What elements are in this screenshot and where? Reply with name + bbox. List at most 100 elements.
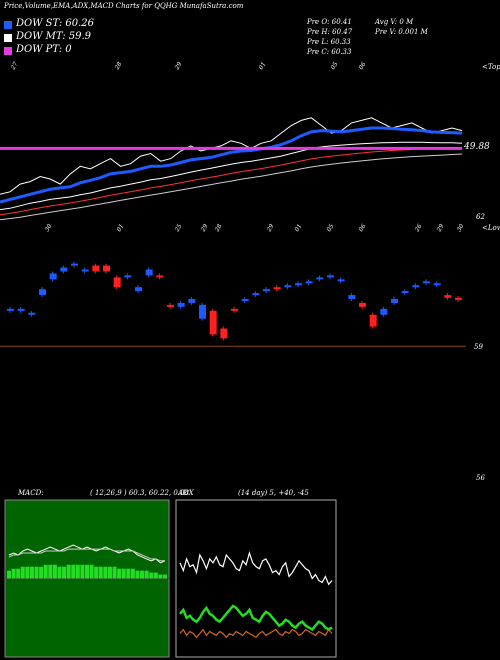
- top-date-label: 05: [330, 61, 340, 71]
- macd-histogram-bar: [80, 564, 85, 579]
- price-date-label: 29: [435, 223, 445, 234]
- candle-body: [391, 299, 398, 303]
- macd-histogram-bar: [98, 566, 103, 579]
- adx-params: (14 day) 5, +40, -45: [238, 489, 309, 497]
- candle-body: [423, 281, 430, 284]
- top-date-label: 29: [173, 61, 183, 72]
- adx-title: ADX: [178, 489, 194, 497]
- candle-chart: 30 01 25 29 28 29 01 05 06 26 29 30: [0, 223, 466, 347]
- candle-body: [433, 283, 441, 286]
- macd-histogram-bar: [11, 568, 16, 579]
- price-date-label: 26: [413, 223, 423, 234]
- price-date-label: 01: [116, 223, 126, 233]
- macd-histogram-bar: [52, 564, 57, 579]
- candle-body: [327, 275, 334, 278]
- price-level-label: 59: [474, 343, 483, 351]
- macd-histogram-bar: [130, 568, 135, 579]
- stat-pre-high: Pre H: 60.47: [307, 28, 353, 36]
- candle-body: [209, 310, 217, 335]
- candle-body: [252, 293, 260, 296]
- macd-histogram-bar: [103, 566, 108, 579]
- stat-pre-close: Pre C: 60.33: [307, 48, 352, 56]
- macd-histogram-bar: [158, 574, 163, 579]
- stat-pre-open: Pre O: 60.41: [307, 18, 352, 26]
- candle-body: [231, 308, 238, 311]
- candle-body: [295, 283, 302, 286]
- ema-chart: 27 28 29 01 05 06: [0, 61, 463, 221]
- candle-body: [241, 299, 249, 302]
- macd-histogram-bar: [163, 574, 167, 579]
- top-date-label: 27: [9, 61, 19, 72]
- candle-body: [401, 291, 409, 294]
- top-level-label-2: 62: [476, 213, 485, 221]
- macd-histogram-bar: [153, 572, 158, 579]
- price-date-label: 01: [294, 223, 304, 233]
- candle-body: [455, 297, 462, 300]
- candle-body: [81, 269, 89, 272]
- macd-histogram-bar: [85, 564, 89, 579]
- candle-body: [7, 308, 14, 311]
- macd-histogram-bar: [66, 564, 71, 579]
- candle-body: [113, 277, 121, 288]
- candle-body: [199, 304, 206, 319]
- top-series-price: [0, 117, 463, 195]
- macd-histogram-bar: [144, 570, 149, 579]
- legend-swatch-mt: [4, 34, 12, 42]
- stat-pre-volume: Pre V: 0.001 M: [375, 28, 428, 36]
- price-date-label: 30: [456, 223, 466, 233]
- candle-body: [167, 304, 174, 307]
- top-series-ema-mid: [0, 141, 463, 211]
- candle-body: [17, 308, 25, 311]
- macd-histogram-bar: [140, 570, 145, 579]
- legend-label-mt: DOW MT: 59.9: [16, 31, 92, 42]
- legend-label-st: DOW ST: 60.26: [16, 18, 95, 29]
- candle-body: [145, 269, 153, 276]
- macd-histogram-bar: [57, 566, 62, 579]
- stat-avg-volume: Avg V: 0 M: [375, 18, 414, 26]
- macd-histogram-bar: [62, 566, 67, 579]
- macd-histogram-bar: [94, 566, 99, 579]
- candle-body: [284, 285, 292, 288]
- top-date-label: 28: [113, 61, 123, 72]
- macd-histogram-bar: [121, 568, 126, 579]
- legend-swatch-pt: [4, 47, 12, 55]
- candle-body: [49, 273, 57, 280]
- candle-body: [188, 299, 196, 303]
- candle-body: [412, 285, 420, 288]
- candle-body: [177, 302, 185, 307]
- candle-body: [71, 263, 78, 266]
- candle-body: [369, 314, 377, 327]
- legend-swatch-st: [4, 21, 12, 29]
- candle-body: [135, 287, 142, 292]
- macd-histogram-bar: [43, 564, 48, 579]
- top-level-label: 49.88: [464, 142, 490, 152]
- macd-histogram-bar: [107, 566, 112, 579]
- candle-body: [380, 308, 388, 315]
- macd-title: MACD:: [18, 489, 44, 497]
- top-date-label: 06: [358, 61, 368, 71]
- candle-body: [156, 275, 164, 278]
- macd-histogram-bar: [39, 566, 44, 579]
- candle-body: [337, 279, 345, 282]
- top-series-ema-longest: [0, 153, 463, 221]
- candle-body: [305, 281, 313, 284]
- candle-body: [39, 289, 46, 296]
- macd-histogram-bar: [149, 572, 154, 579]
- macd-series-signal: [8, 548, 165, 562]
- price-date-label: 05: [326, 223, 336, 233]
- macd-histogram-bar: [75, 564, 80, 579]
- candle-body: [92, 265, 100, 272]
- legend-label-pt: DOW PT: 0: [16, 44, 72, 55]
- price-date-label: 29: [265, 223, 275, 234]
- macd-histogram-bar: [16, 568, 21, 579]
- macd-histogram-bar: [25, 566, 30, 579]
- price-date-label: 29: [199, 223, 209, 234]
- price-panel-tag: <Lowes: [482, 224, 500, 232]
- page-title: Price,Volume,EMA,ADX,MACD Charts for QQH…: [4, 2, 244, 10]
- macd-histogram-bar: [89, 564, 94, 579]
- price-date-label: 28: [213, 223, 223, 234]
- macd-histogram-bar: [117, 568, 122, 579]
- candle-body: [316, 277, 324, 280]
